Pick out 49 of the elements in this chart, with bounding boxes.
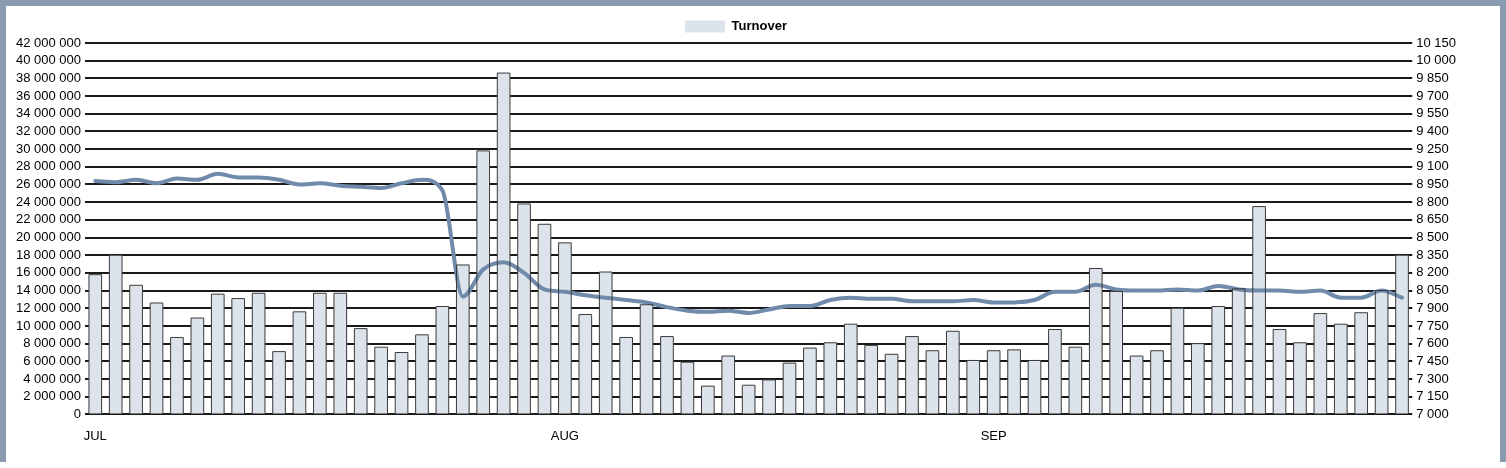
y2-tick-label: 9 100 <box>1416 158 1449 174</box>
y2-tick-label: 8 950 <box>1416 176 1449 192</box>
y2-tick-label: 9 400 <box>1416 123 1449 139</box>
x-tick-label: AUG <box>550 427 579 443</box>
y-tick-label: 10 000 000 <box>15 317 82 333</box>
y2-tick-label: 7 450 <box>1416 352 1449 368</box>
y-tick-label: 16 000 000 <box>15 264 82 280</box>
y2-tick-label: 7 750 <box>1416 317 1449 333</box>
y2-tick-label: 8 500 <box>1416 229 1449 245</box>
y-tick-label: 22 000 000 <box>15 211 82 227</box>
x-tick-label: SEP <box>980 427 1007 443</box>
y2-tick-label: 8 350 <box>1416 246 1449 262</box>
y-tick-label: 36 000 000 <box>15 87 82 103</box>
y2-tick-label: 7 000 <box>1416 405 1449 421</box>
y2-tick-label: 8 050 <box>1416 282 1449 298</box>
y-tick-label: 20 000 000 <box>15 229 82 245</box>
line-series <box>93 171 1405 315</box>
x-tick-label: JUL <box>83 427 107 443</box>
y2-tick-label: 8 200 <box>1416 264 1449 280</box>
y-tick-label: 18 000 000 <box>15 246 82 262</box>
y-tick-label: 0 <box>73 405 82 421</box>
y-tick-label: 28 000 000 <box>15 158 82 174</box>
y-tick-label: 2 000 000 <box>23 388 82 404</box>
y2-tick-label: 8 800 <box>1416 193 1449 209</box>
y2-tick-label: 7 600 <box>1416 335 1449 351</box>
y-tick-label: 32 000 000 <box>15 123 82 139</box>
y-tick-label: 38 000 000 <box>15 69 82 85</box>
y2-tick-label: 7 900 <box>1416 299 1449 315</box>
y-tick-label: 26 000 000 <box>15 176 82 192</box>
y-tick-label: 4 000 000 <box>23 370 82 386</box>
y2-tick-label: 9 550 <box>1416 105 1449 121</box>
y-tick-label: 8 000 000 <box>23 335 82 351</box>
y-tick-label: 42 000 000 <box>15 34 82 50</box>
y-tick-label: 30 000 000 <box>15 140 82 156</box>
y2-tick-label: 9 850 <box>1416 69 1449 85</box>
y-tick-label: 34 000 000 <box>15 105 82 121</box>
y-tick-label: 24 000 000 <box>15 193 82 209</box>
y2-tick-label: 8 650 <box>1416 211 1449 227</box>
y2-tick-label: 10 000 <box>1416 52 1456 68</box>
y-tick-label: 40 000 000 <box>15 52 82 68</box>
y2-tick-label: 7 300 <box>1416 370 1449 386</box>
y-tick-label: 12 000 000 <box>15 299 82 315</box>
y2-tick-label: 10 150 <box>1416 34 1456 50</box>
legend-label: Turnover <box>731 18 787 34</box>
y-tick-label: 6 000 000 <box>23 352 82 368</box>
y2-tick-label: 7 150 <box>1416 388 1449 404</box>
y2-tick-label: 9 700 <box>1416 87 1449 103</box>
y-tick-label: 14 000 000 <box>15 282 82 298</box>
y2-tick-label: 9 250 <box>1416 140 1449 156</box>
